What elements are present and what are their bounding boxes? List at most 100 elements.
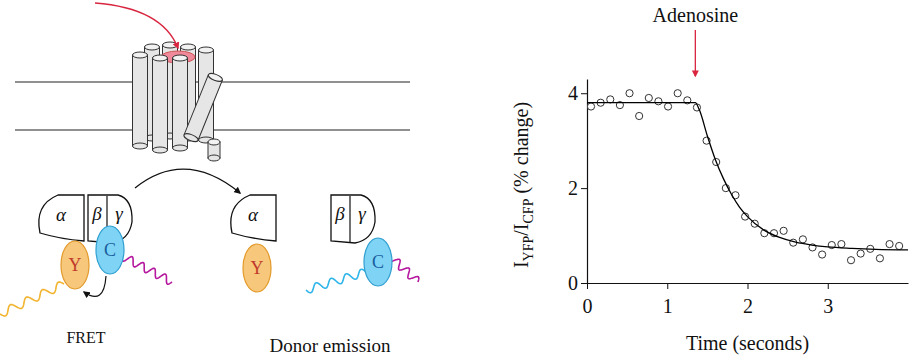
receptor bbox=[133, 42, 224, 161]
y-axis-title-part: /I bbox=[510, 223, 532, 235]
data-point bbox=[780, 227, 787, 234]
helix bbox=[153, 55, 168, 153]
donor-excitation bbox=[389, 256, 419, 282]
helix-top bbox=[181, 44, 196, 50]
chart: 0 1 2 3 0 2 4 Time (seconds) IYFP/ICFP (% change… bbox=[510, 4, 909, 355]
x-axis-tick: 1 bbox=[663, 283, 673, 317]
helix bbox=[208, 139, 220, 161]
helix-body bbox=[184, 75, 222, 141]
heterotrimer: α βγ Y C FRET bbox=[0, 195, 172, 346]
x-axis-tick: 0 bbox=[583, 283, 593, 317]
figure: αβγYCFRETαYβγCDonor emission0123024Time … bbox=[0, 0, 913, 358]
data-point bbox=[626, 90, 633, 97]
x-axis-tick-label: 2 bbox=[743, 295, 753, 317]
cfp bbox=[364, 238, 392, 286]
dissociated-subunits: α Yβγ C Donor emission bbox=[231, 195, 419, 356]
yfp-label: Y bbox=[251, 258, 264, 278]
data-point bbox=[664, 103, 671, 110]
data-point bbox=[857, 250, 864, 257]
annotation-arrow bbox=[695, 30, 696, 76]
helix-bottom bbox=[133, 143, 148, 149]
helix-top bbox=[153, 55, 168, 61]
subunit-label: α bbox=[248, 204, 259, 225]
y-axis-tick-label: 4 bbox=[568, 82, 578, 104]
x-axis-tick-mark bbox=[748, 283, 749, 289]
y-axis-title-subscript: YFP bbox=[521, 235, 536, 261]
y-axis-tick-mark bbox=[581, 93, 587, 94]
diagram: αβγYCFRETαYβγCDonor emission bbox=[0, 3, 419, 356]
y-axis-tick: 2 bbox=[568, 177, 587, 199]
data-point bbox=[896, 242, 903, 249]
data-point bbox=[799, 236, 806, 243]
helix-top bbox=[133, 52, 148, 58]
x-axis-title: Time (seconds) bbox=[686, 332, 809, 355]
subunit-label: β bbox=[91, 203, 102, 224]
data-point bbox=[819, 251, 826, 258]
helix-bottom bbox=[208, 155, 220, 161]
y-axis-tick: 0 bbox=[568, 272, 587, 294]
yfp-label: Y bbox=[69, 255, 82, 275]
data-point bbox=[838, 240, 845, 247]
helix-bottom bbox=[173, 145, 188, 151]
data-point bbox=[886, 240, 893, 247]
cfp-label: C bbox=[104, 240, 116, 260]
helix bbox=[133, 52, 148, 149]
x-axis-tick-label: 1 bbox=[663, 295, 673, 317]
x-axis-tick-label: 3 bbox=[823, 295, 833, 317]
y-axis-title-subscript: CFP bbox=[521, 198, 536, 223]
activation-arrow bbox=[135, 169, 240, 193]
data-point bbox=[847, 257, 854, 264]
y-axis-tick-mark bbox=[581, 283, 587, 284]
y-axis: 0 2 4 bbox=[568, 80, 588, 294]
data-point bbox=[607, 96, 614, 103]
alpha-subunit bbox=[231, 195, 276, 241]
beta-gamma-divider bbox=[349, 196, 350, 242]
annotation-label: Adenosine bbox=[653, 4, 739, 26]
helix-bottom bbox=[183, 132, 199, 143]
helix-top bbox=[173, 55, 188, 61]
cfp bbox=[96, 226, 124, 274]
subunit-label: γ bbox=[115, 203, 123, 224]
plot-area bbox=[587, 90, 908, 264]
y-axis-line bbox=[587, 80, 588, 284]
yfp bbox=[61, 241, 89, 289]
donor-excitation bbox=[122, 256, 172, 284]
donor-emission bbox=[306, 269, 366, 293]
y-axis-tick-label: 2 bbox=[568, 177, 578, 199]
helix-body bbox=[153, 58, 168, 150]
subunit-label: γ bbox=[358, 203, 366, 224]
data-point bbox=[636, 112, 643, 119]
subunit-label: β bbox=[334, 203, 345, 224]
donor-emission-label: Donor emission bbox=[270, 335, 391, 356]
y-axis-title-part: I bbox=[510, 261, 532, 268]
x-axis-tick: 3 bbox=[823, 283, 833, 317]
subunit-label: α bbox=[56, 204, 67, 225]
helix-top bbox=[145, 44, 160, 50]
data-point bbox=[587, 103, 594, 110]
y-axis-title: IYFP/ICFP (% change) bbox=[510, 102, 536, 268]
cfp-label: C bbox=[372, 252, 384, 272]
acceptor-emission bbox=[0, 282, 64, 316]
yfp bbox=[243, 244, 271, 292]
ligand-arrow bbox=[95, 3, 178, 48]
y-axis-tick-label: 0 bbox=[568, 272, 578, 294]
alpha-subunit bbox=[39, 195, 84, 241]
x-axis: 0 1 2 3 bbox=[583, 283, 909, 317]
helix-top bbox=[207, 72, 223, 83]
data-point bbox=[655, 98, 662, 105]
fret-label: FRET bbox=[66, 329, 105, 346]
helix-body bbox=[133, 55, 148, 146]
x-axis-tick: 2 bbox=[743, 283, 753, 317]
y-axis-title-part: (% change) bbox=[510, 102, 533, 199]
beta-gamma-subunit bbox=[331, 195, 375, 243]
y-axis-tick-mark bbox=[581, 188, 587, 189]
fit-line bbox=[587, 103, 908, 250]
helix-top bbox=[199, 47, 214, 53]
helix bbox=[183, 72, 224, 143]
fret-arrow bbox=[84, 276, 106, 296]
helix-bottom bbox=[153, 147, 168, 153]
x-axis-tick-mark bbox=[828, 283, 829, 289]
helix-top bbox=[208, 139, 220, 145]
x-axis-tick-mark bbox=[587, 283, 588, 289]
data-point bbox=[645, 94, 652, 101]
